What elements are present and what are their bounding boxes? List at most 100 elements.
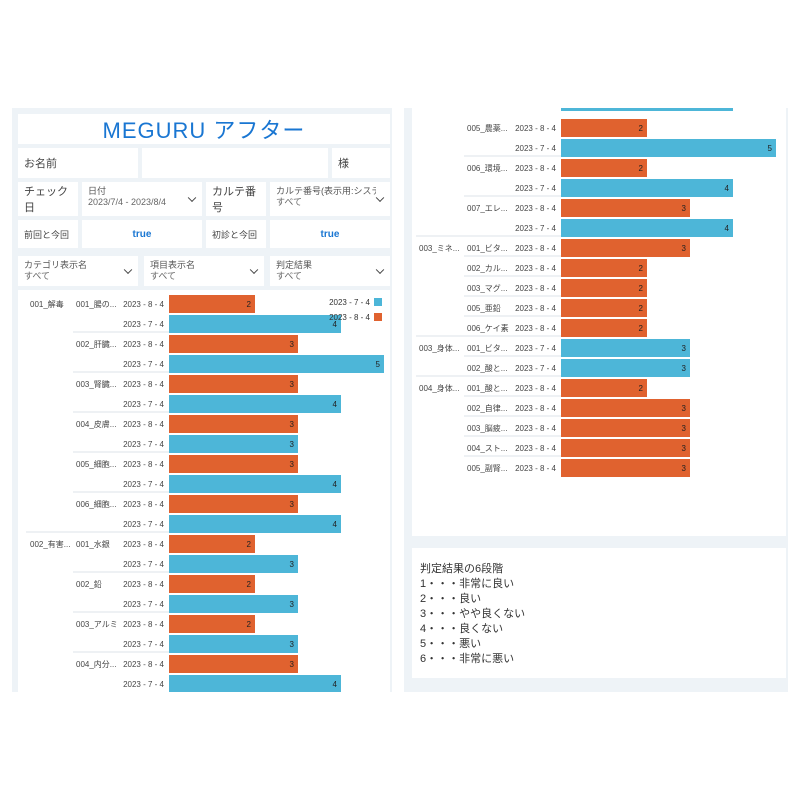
bar xyxy=(169,415,298,433)
bar-value-label: 5 xyxy=(768,144,773,153)
bar xyxy=(561,359,690,377)
bar-value-label: 2 xyxy=(639,304,644,313)
bar xyxy=(561,159,647,177)
check-date-label: チェック日 xyxy=(18,182,78,216)
date-label: 2023 - 8 - 4 xyxy=(515,404,556,413)
bar-value-label: 3 xyxy=(290,500,295,509)
bar xyxy=(561,119,647,137)
bar xyxy=(169,515,341,533)
legend-swatch-jul xyxy=(374,298,382,306)
bar xyxy=(169,355,384,373)
judgement-item: 5・・・悪い xyxy=(420,638,482,650)
bar xyxy=(561,319,647,337)
bar xyxy=(561,199,690,217)
item-label: 003_アルミ xyxy=(76,620,118,629)
bar-value-label: 3 xyxy=(682,344,687,353)
bar xyxy=(561,219,733,237)
judge-filter-dropdown[interactable]: 判定結果 すべて xyxy=(270,256,390,286)
date-label: 2023 - 8 - 4 xyxy=(123,660,164,669)
item-filter-dropdown[interactable]: 項目表示名 すべて xyxy=(144,256,264,286)
item-label: 007_エレ... xyxy=(467,204,507,213)
first-now-label: 初診と今回 xyxy=(206,220,266,248)
bar-value-label: 2 xyxy=(639,264,644,273)
bar-value-label: 3 xyxy=(290,340,295,349)
bar xyxy=(169,455,298,473)
bar xyxy=(561,399,690,417)
item-label: 005_農薬... xyxy=(467,123,507,133)
judgement-item: 1・・・非常に良い xyxy=(420,578,515,590)
bar-value-label: 3 xyxy=(682,424,687,433)
item-label: 002_鉛 xyxy=(76,579,102,589)
bar-continuation xyxy=(561,108,733,111)
date-label: 2023 - 7 - 4 xyxy=(123,520,164,529)
bar-value-label: 2 xyxy=(639,324,644,333)
judge-filter-value: すべて xyxy=(276,271,303,281)
bar xyxy=(169,555,298,573)
date-label: 2023 - 7 - 4 xyxy=(515,224,556,233)
karte-filter-dropdown[interactable]: カルテ番号(表示用:システ すべて xyxy=(270,182,390,216)
date-label: 2023 - 8 - 4 xyxy=(515,164,556,173)
item-label: 001_水銀 xyxy=(76,539,110,549)
date-label: 2023 - 7 - 4 xyxy=(123,480,164,489)
item-label: 003_マグ... xyxy=(467,283,507,293)
date-filter-dropdown[interactable]: 日付 2023/7/4 - 2023/8/4 xyxy=(82,182,202,216)
prev-now-toggle[interactable]: true xyxy=(82,220,202,248)
bar xyxy=(561,179,733,197)
date-label: 2023 - 8 - 4 xyxy=(515,324,556,333)
bar xyxy=(169,475,341,493)
date-label: 2023 - 8 - 4 xyxy=(515,264,556,273)
item-filter-label: 項目表示名 xyxy=(150,260,196,270)
bar xyxy=(169,595,298,613)
bar xyxy=(169,535,255,553)
item-label: 003_腎臓... xyxy=(76,379,116,389)
date-filter-label: 日付 xyxy=(88,186,107,196)
date-label: 2023 - 8 - 4 xyxy=(515,464,556,473)
left-dashboard-panel: MEGURU アフター お名前 様 チェック日 日付 2023/7/4 - 20… xyxy=(12,108,392,692)
bar-value-label: 3 xyxy=(290,420,295,429)
bar-value-label: 3 xyxy=(290,460,295,469)
date-label: 2023 - 8 - 4 xyxy=(123,420,164,429)
date-label: 2023 - 8 - 4 xyxy=(515,204,556,213)
date-label: 2023 - 7 - 4 xyxy=(515,364,556,373)
category-filter-label: カテゴリ表示名 xyxy=(24,260,88,270)
bar-value-label: 3 xyxy=(682,464,687,473)
legend-label-jul: 2023 - 7 - 4 xyxy=(329,298,370,307)
bar xyxy=(561,279,647,297)
item-label: 004_スト... xyxy=(467,444,507,453)
bar-value-label: 2 xyxy=(639,124,644,133)
item-label: 003_脳疲... xyxy=(467,423,507,433)
category-filter-dropdown[interactable]: カテゴリ表示名 すべて xyxy=(18,256,138,286)
right-dashboard-panel: 005_農薬... 2023 - 8 - 4 2 2023 - 7 - 4 5 006_環… xyxy=(404,108,788,692)
bar-value-label: 3 xyxy=(682,404,687,413)
bar-value-label: 3 xyxy=(290,380,295,389)
date-label: 2023 - 7 - 4 xyxy=(515,184,556,193)
date-label: 2023 - 7 - 4 xyxy=(123,400,164,409)
name-field[interactable] xyxy=(142,148,328,178)
bar-value-label: 2 xyxy=(639,164,644,173)
bar-value-label: 5 xyxy=(376,360,381,369)
bar-value-label: 4 xyxy=(333,520,338,529)
bar-value-label: 3 xyxy=(682,364,687,373)
date-label: 2023 - 7 - 4 xyxy=(123,640,164,649)
page-title: MEGURU アフター xyxy=(18,114,390,144)
item-label: 004_内分... xyxy=(76,659,116,669)
karte-filter-value: すべて xyxy=(276,197,303,207)
item-label: 002_肝臓... xyxy=(76,339,116,349)
category-label: 001_解毒 xyxy=(30,299,64,309)
category-label: 004_身体... xyxy=(419,383,459,393)
right-bar-chart: 005_農薬... 2023 - 8 - 4 2 2023 - 7 - 4 5 006_環… xyxy=(416,108,776,477)
bar xyxy=(169,335,298,353)
left-bar-chart: 001_解毒 001_腸の... 2023 - 8 - 4 2 2023 - 7 - 4… xyxy=(26,295,384,692)
bar xyxy=(561,379,647,397)
date-label: 2023 - 8 - 4 xyxy=(515,124,556,133)
item-label: 001_酸と... xyxy=(467,383,507,393)
judgement-legend-box: 判定結果の6段階 1・・・非常に良い 2・・・良い 3・・・やや良くない 4・・… xyxy=(412,548,786,678)
first-now-toggle[interactable]: true xyxy=(270,220,390,248)
date-label: 2023 - 8 - 4 xyxy=(515,384,556,393)
bar-value-label: 2 xyxy=(247,620,252,629)
date-label: 2023 - 8 - 4 xyxy=(123,540,164,549)
item-label: 006_ケイ素 xyxy=(467,323,509,333)
item-label: 001_腸の... xyxy=(76,300,116,309)
bar xyxy=(561,299,647,317)
item-label: 002_カル... xyxy=(467,264,507,273)
